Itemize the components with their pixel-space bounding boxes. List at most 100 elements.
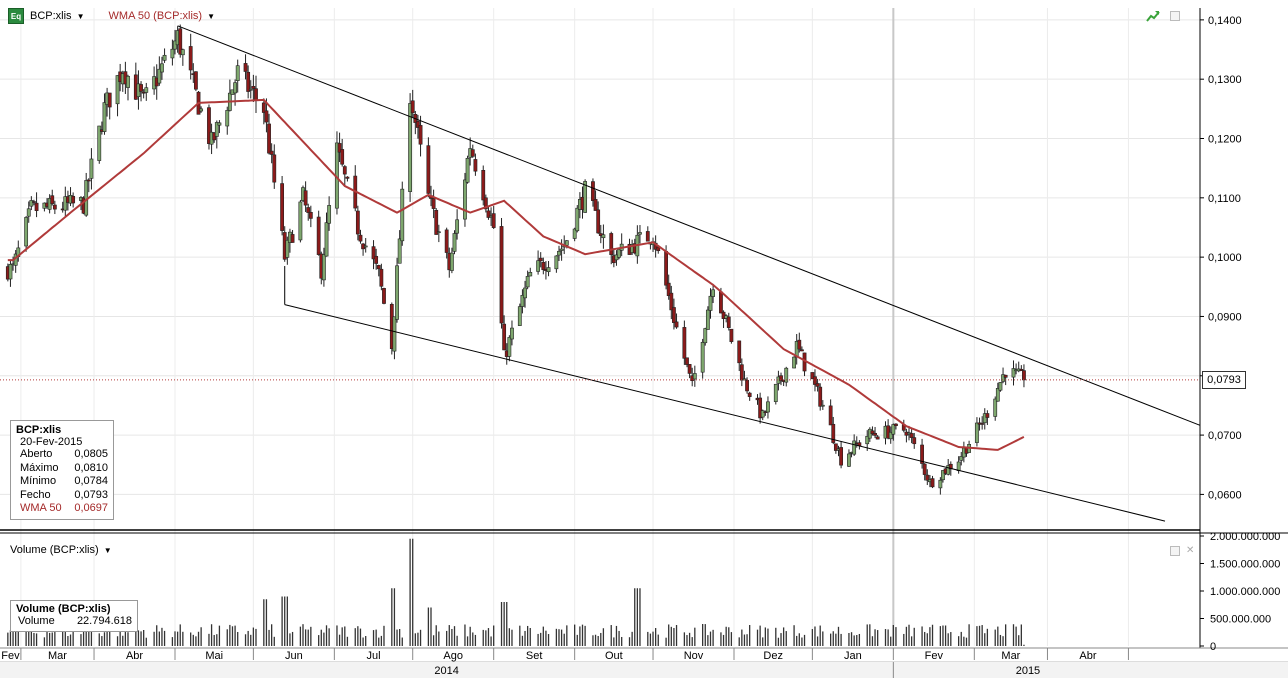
candle — [410, 89, 415, 118]
candle-body — [444, 229, 449, 253]
info-row-open: Aberto 0,0805 — [16, 448, 108, 462]
volume-info-box: Volume (BCP:xlis) Volume 22.794.618 — [10, 600, 138, 632]
candle-body — [24, 217, 29, 247]
candle-body — [225, 110, 230, 127]
grid-layer — [0, 8, 1200, 646]
candle — [269, 143, 274, 164]
candle — [815, 378, 820, 392]
candle — [50, 189, 55, 206]
vol-y-tick-label: 500.000.000 — [1210, 614, 1271, 626]
candle — [507, 335, 512, 362]
candle-body — [324, 222, 329, 257]
candle — [162, 48, 167, 63]
candle — [345, 176, 350, 182]
candle-body — [261, 102, 266, 113]
volume-panel-header[interactable]: Volume (BCP:xlis) ▼ — [10, 544, 112, 556]
candle-body — [207, 107, 211, 144]
chevron-down-icon[interactable]: ▼ — [76, 12, 85, 21]
candle-body — [593, 199, 598, 211]
chart-toolbar — [1146, 10, 1180, 22]
candle — [115, 75, 120, 117]
x-month-label: Abr — [126, 650, 143, 662]
candle — [34, 192, 39, 218]
chart-header: Eq BCP:xlis ▼ WMA 50 (BCP:xlis) ▼ — [8, 8, 215, 24]
candle-body — [408, 103, 413, 192]
candle-body — [865, 435, 870, 445]
candle-body — [470, 149, 475, 157]
candle-body — [995, 388, 1000, 402]
candle-body — [449, 252, 454, 271]
candle — [463, 172, 467, 227]
candle-body — [358, 234, 363, 242]
maximize-icon[interactable] — [1170, 11, 1180, 21]
candle — [139, 81, 143, 102]
candle-body — [870, 430, 875, 435]
candle-body — [355, 210, 360, 235]
candle-body — [382, 288, 386, 304]
volume-bars-layer — [7, 538, 1025, 646]
indicator-selector[interactable]: WMA 50 (BCP:xlis) ▼ — [109, 10, 216, 22]
trend-up-icon[interactable] — [1146, 10, 1160, 22]
candle-body — [546, 267, 551, 273]
candle — [449, 247, 454, 274]
candle-body — [395, 265, 399, 320]
trendline — [177, 25, 1201, 426]
y-tick-label: 0,0900 — [1208, 311, 1242, 323]
candle — [839, 441, 843, 469]
candle-body — [554, 255, 559, 270]
candle — [541, 257, 546, 275]
candle-body — [50, 195, 55, 204]
candle — [363, 238, 368, 253]
candle-body — [711, 289, 716, 297]
y-tick-label: 0,1300 — [1208, 74, 1242, 86]
x-month-label: Fev — [1, 650, 20, 662]
candle-body — [157, 68, 162, 84]
equity-logo-icon: Eq — [8, 8, 24, 24]
candle — [523, 280, 527, 308]
x-year-label: 2015 — [1016, 665, 1040, 677]
candle-body — [520, 295, 525, 307]
candle-body — [536, 260, 540, 272]
candle — [178, 24, 183, 58]
candle-body — [664, 250, 668, 286]
candle-body — [705, 309, 710, 330]
candle — [833, 443, 838, 454]
volume-box-title: Volume (BCP:xlis) — [16, 603, 111, 615]
maximize-icon[interactable] — [1170, 546, 1180, 556]
candle-body — [941, 470, 945, 481]
chevron-down-icon[interactable]: ▼ — [207, 12, 216, 21]
candle-body — [894, 423, 898, 427]
close-icon[interactable]: ✕ — [1186, 545, 1195, 556]
candle-body — [308, 212, 313, 219]
candle-body — [102, 102, 107, 132]
candle — [703, 327, 708, 346]
candle — [572, 227, 577, 242]
candle-body — [572, 228, 577, 239]
x-month-label: Dez — [763, 650, 783, 662]
x-month-label: Mar — [1001, 650, 1020, 662]
candle-body — [431, 198, 436, 209]
candle — [638, 225, 642, 244]
candle — [674, 313, 679, 329]
info-label: WMA 50 — [20, 502, 62, 514]
candle — [486, 205, 491, 220]
candle-body — [852, 440, 857, 455]
candle — [1019, 365, 1024, 371]
candle — [820, 400, 825, 410]
candle — [324, 212, 329, 257]
candle-body — [687, 364, 692, 374]
symbol-selector[interactable]: BCP:xlis ▼ — [30, 10, 85, 22]
candle-body — [815, 383, 820, 387]
candle — [379, 263, 384, 291]
candle-body — [745, 380, 749, 392]
chevron-down-icon[interactable]: ▼ — [103, 546, 112, 555]
candle-body — [847, 453, 851, 467]
candle-body — [374, 255, 379, 264]
candle — [666, 274, 671, 300]
candle — [700, 338, 705, 379]
candle — [290, 229, 295, 243]
candle — [97, 125, 102, 164]
candle-body — [510, 327, 514, 340]
candle — [760, 409, 765, 421]
